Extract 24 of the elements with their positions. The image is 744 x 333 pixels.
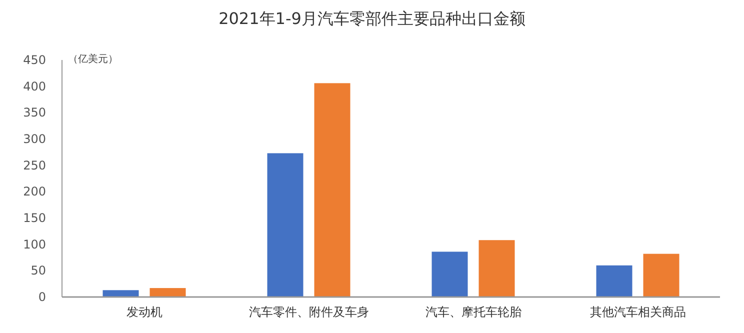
y-axis-title: （亿美元） [68, 53, 118, 65]
y-tick-label: 50 [30, 264, 46, 278]
chart-title: 2021年1-9月汽车零部件主要品种出口金额 [218, 9, 526, 28]
x-tick-label: 汽车、摩托车轮胎 [425, 305, 522, 319]
bar [478, 240, 515, 297]
bar [432, 252, 468, 297]
bar [267, 153, 304, 297]
y-tick-label: 400 [23, 79, 46, 94]
y-tick-label: 0 [38, 290, 46, 304]
bar [314, 83, 350, 297]
bar [150, 288, 186, 297]
y-tick-label: 300 [23, 132, 46, 146]
x-tick-label: 汽车零件、附件及车身 [248, 305, 369, 319]
bar [596, 265, 632, 297]
bar [102, 290, 139, 297]
bar [643, 254, 680, 297]
y-tick-label: 200 [23, 184, 46, 199]
y-tick-label: 100 [23, 237, 46, 252]
y-tick-label: 150 [23, 211, 46, 225]
y-tick-label: 450 [23, 53, 46, 67]
x-tick-label: 其他汽车相关商品 [590, 305, 686, 319]
x-tick-label: 发动机 [126, 305, 162, 319]
y-tick-label: 350 [23, 106, 46, 120]
y-tick-label: 250 [23, 158, 46, 172]
